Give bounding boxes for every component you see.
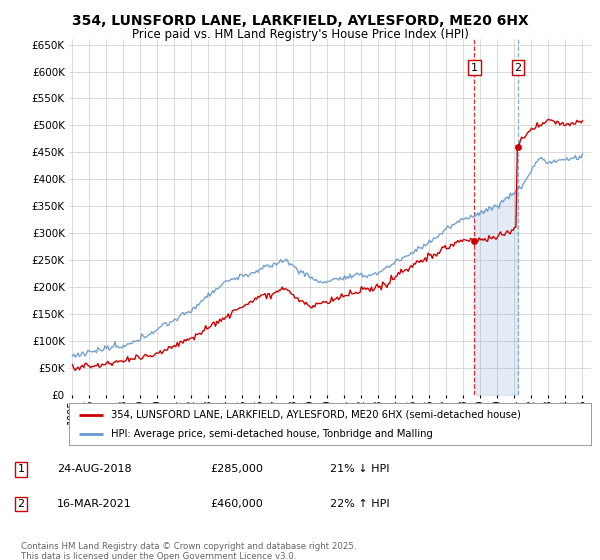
Text: 21% ↓ HPI: 21% ↓ HPI [330, 464, 389, 474]
Text: 1: 1 [471, 63, 478, 73]
Text: 2: 2 [514, 63, 521, 73]
Text: 354, LUNSFORD LANE, LARKFIELD, AYLESFORD, ME20 6HX (semi-detached house): 354, LUNSFORD LANE, LARKFIELD, AYLESFORD… [111, 409, 521, 419]
Text: Contains HM Land Registry data © Crown copyright and database right 2025.
This d: Contains HM Land Registry data © Crown c… [21, 542, 356, 560]
Text: £285,000: £285,000 [210, 464, 263, 474]
Text: £460,000: £460,000 [210, 499, 263, 509]
Text: 2: 2 [17, 499, 25, 509]
Text: 354, LUNSFORD LANE, LARKFIELD, AYLESFORD, ME20 6HX: 354, LUNSFORD LANE, LARKFIELD, AYLESFORD… [71, 14, 529, 28]
Text: Price paid vs. HM Land Registry's House Price Index (HPI): Price paid vs. HM Land Registry's House … [131, 28, 469, 41]
Text: 24-AUG-2018: 24-AUG-2018 [57, 464, 131, 474]
Text: HPI: Average price, semi-detached house, Tonbridge and Malling: HPI: Average price, semi-detached house,… [111, 429, 433, 439]
Text: 16-MAR-2021: 16-MAR-2021 [57, 499, 132, 509]
Text: 22% ↑ HPI: 22% ↑ HPI [330, 499, 389, 509]
Text: 1: 1 [17, 464, 25, 474]
